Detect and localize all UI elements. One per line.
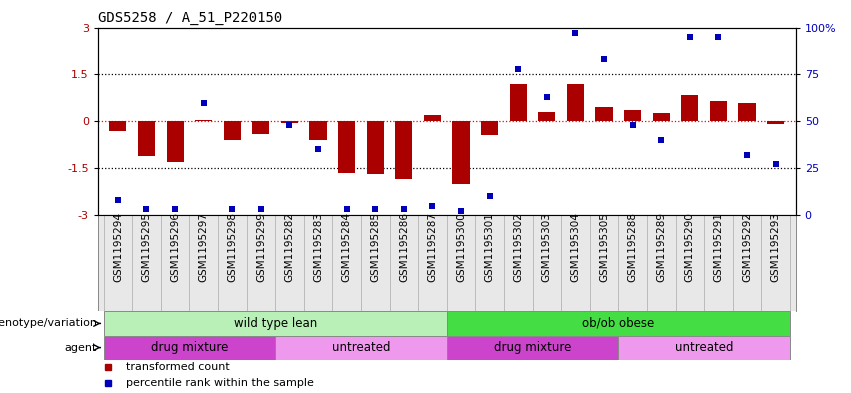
Bar <box>539 112 556 121</box>
Point <box>140 206 153 213</box>
Point <box>168 206 182 213</box>
Bar <box>104 311 447 336</box>
Text: drug mixture: drug mixture <box>494 341 571 354</box>
Point <box>768 161 782 167</box>
Bar <box>338 121 355 173</box>
Point <box>340 206 353 213</box>
Bar <box>619 336 790 360</box>
Bar <box>138 121 155 156</box>
Bar <box>653 114 670 121</box>
Bar <box>109 121 127 130</box>
Point <box>740 152 754 158</box>
Bar <box>453 121 470 184</box>
Point <box>254 206 268 213</box>
Point <box>197 99 210 106</box>
Bar <box>310 121 327 140</box>
Bar <box>195 120 212 121</box>
Point <box>654 137 668 143</box>
Point <box>540 94 554 100</box>
Bar <box>104 336 275 360</box>
Bar <box>252 121 270 134</box>
Bar <box>596 107 613 121</box>
Point <box>454 208 468 214</box>
Point <box>483 193 496 199</box>
Bar <box>167 121 184 162</box>
Text: percentile rank within the sample: percentile rank within the sample <box>126 378 314 388</box>
Bar <box>281 121 298 123</box>
Bar <box>224 121 241 140</box>
Point <box>625 122 639 128</box>
Text: transformed count: transformed count <box>126 362 230 372</box>
Point <box>426 202 439 209</box>
Text: agent: agent <box>65 343 97 353</box>
Text: untreated: untreated <box>675 341 734 354</box>
Bar <box>275 336 447 360</box>
Bar <box>710 101 727 121</box>
Text: GDS5258 / A_51_P220150: GDS5258 / A_51_P220150 <box>98 11 283 25</box>
Bar <box>367 121 384 174</box>
Text: ob/ob obese: ob/ob obese <box>582 317 654 330</box>
Bar <box>424 115 441 121</box>
Bar <box>682 95 699 121</box>
Point <box>111 197 125 203</box>
Point <box>283 122 296 128</box>
Text: drug mixture: drug mixture <box>151 341 228 354</box>
Bar <box>510 84 527 121</box>
Bar <box>396 121 413 179</box>
Text: genotype/variation: genotype/variation <box>0 318 97 329</box>
Bar <box>447 336 619 360</box>
Point <box>311 146 325 152</box>
Point <box>568 30 582 36</box>
Point <box>397 206 411 213</box>
Point <box>711 34 725 40</box>
Text: wild type lean: wild type lean <box>233 317 317 330</box>
Point <box>683 34 697 40</box>
Bar <box>767 121 785 124</box>
Bar <box>624 110 642 121</box>
Point <box>368 206 382 213</box>
Bar <box>567 84 584 121</box>
Point <box>597 56 611 62</box>
Point <box>226 206 239 213</box>
Bar <box>481 121 498 135</box>
Point <box>511 66 525 72</box>
Bar <box>739 103 756 121</box>
Text: untreated: untreated <box>332 341 391 354</box>
Bar <box>447 311 790 336</box>
